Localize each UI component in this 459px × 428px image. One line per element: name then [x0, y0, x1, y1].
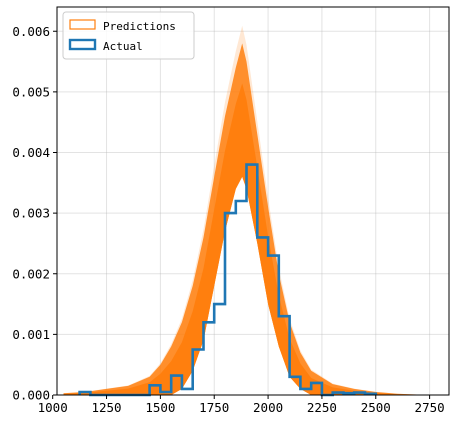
x-tick-label: 2250: [307, 400, 337, 415]
x-tick-label: 2000: [253, 400, 283, 415]
x-axis: 1000 1250 1500 1750 2000 2250 2500 2750: [38, 395, 445, 415]
legend-predictions-swatch: [69, 19, 96, 30]
y-tick-label: 0.005: [12, 84, 50, 99]
y-tick-label: 0.003: [12, 206, 50, 221]
legend: Predictions Actual: [62, 11, 195, 60]
x-tick-label: 1250: [91, 400, 121, 415]
predictions-band: [63, 43, 430, 396]
x-tick-label: 2500: [361, 400, 391, 415]
y-tick-label: 0.002: [12, 266, 50, 281]
actual-step-line: [78, 163, 378, 397]
legend-predictions-label: Predictions: [103, 20, 176, 33]
y-tick-label: 0.004: [12, 145, 50, 160]
legend-actual-swatch: [68, 38, 97, 51]
plot-frame: [56, 6, 450, 396]
x-tick-label: 2750: [415, 400, 445, 415]
grid-lines: [57, 7, 449, 395]
y-tick-label: 0.000: [12, 388, 50, 403]
y-tick-label: 0.006: [12, 24, 50, 39]
y-axis: 0.000 0.001 0.002 0.003 0.004 0.005 0.006: [12, 24, 57, 403]
legend-actual-label: Actual: [103, 40, 143, 53]
x-tick-label: 1000: [38, 400, 68, 415]
x-tick-label: 1500: [145, 400, 175, 415]
predictions-series: [63, 25, 430, 396]
y-tick-label: 0.001: [12, 327, 50, 342]
actual-series: [78, 163, 378, 397]
x-tick-label: 1750: [199, 400, 229, 415]
predictions-core: [63, 83, 430, 396]
